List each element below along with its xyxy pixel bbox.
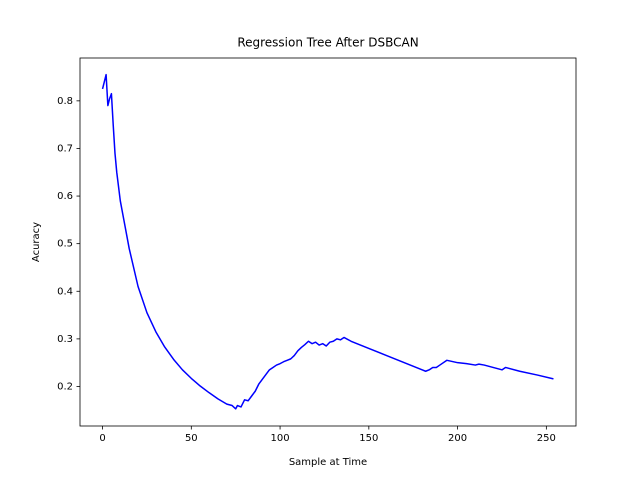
y-tick-label: 0.3	[57, 334, 73, 345]
data-line	[101, 73, 554, 410]
x-axis-label: Sample at Time	[289, 457, 367, 468]
y-tick-label: 0.2	[57, 381, 73, 392]
x-tick-label: 250	[537, 433, 556, 444]
x-tick-label: 150	[359, 433, 378, 444]
x-tick-label: 100	[271, 433, 290, 444]
y-axis-label: Acuracy	[31, 222, 42, 262]
x-tick-label: 0	[99, 433, 105, 444]
chart-title: Regression Tree After DSBCAN	[237, 36, 418, 50]
y-tick-label: 0.6	[57, 191, 73, 202]
y-tick-label: 0.5	[57, 239, 73, 250]
y-tick-label: 0.4	[57, 286, 73, 297]
x-tick-label: 200	[448, 433, 467, 444]
y-tick-label: 0.7	[57, 143, 73, 154]
x-tick-label: 50	[185, 433, 198, 444]
plot-frame	[79, 57, 577, 427]
y-tick-label: 0.8	[57, 96, 73, 107]
